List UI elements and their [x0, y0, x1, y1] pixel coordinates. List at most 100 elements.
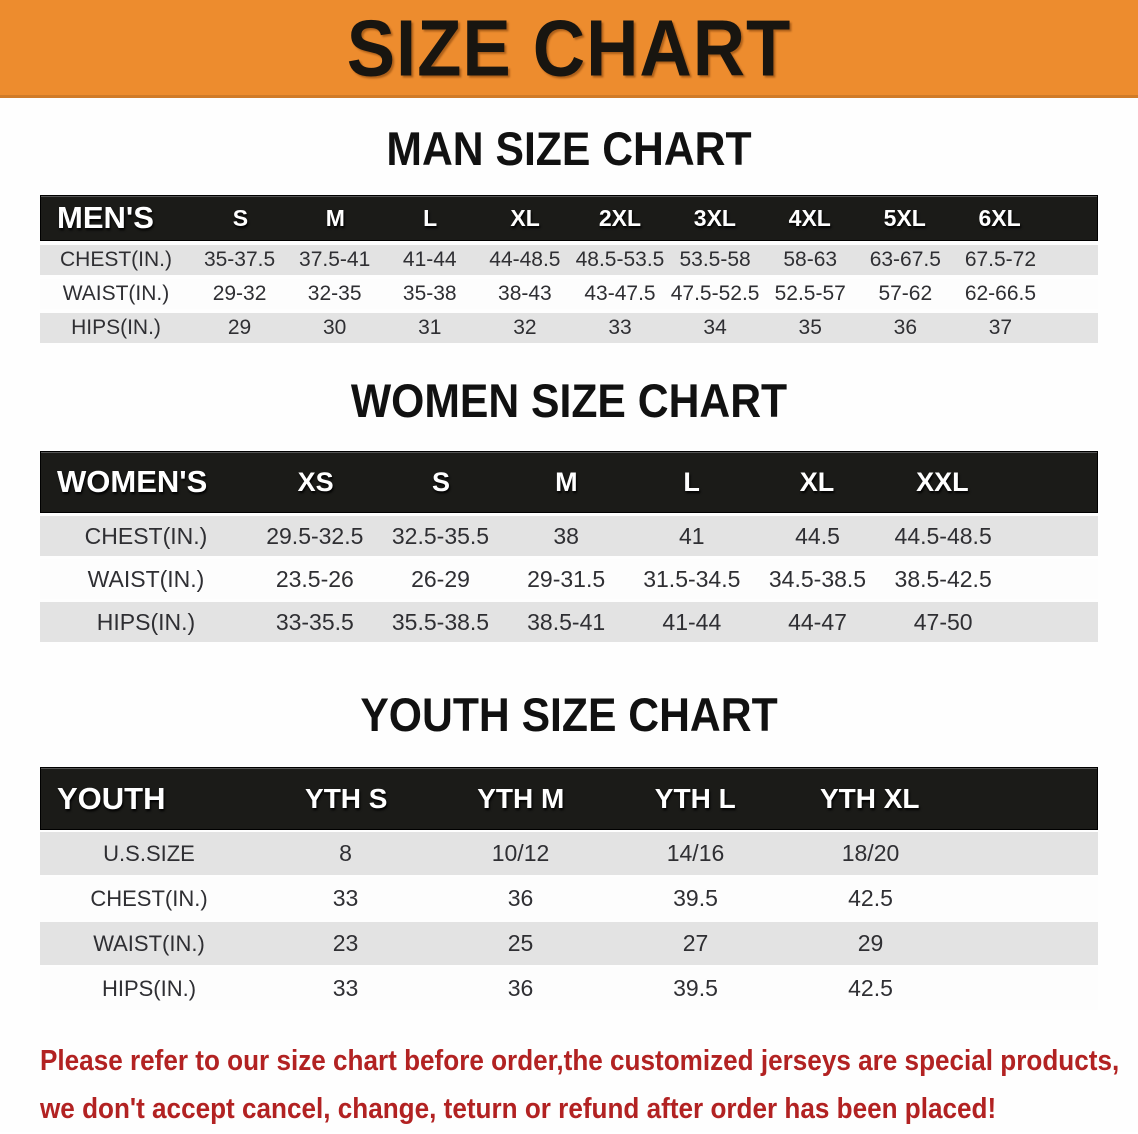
size-value-cell: 48.5-53.5 — [575, 248, 665, 271]
women-section-heading: WOMEN SIZE CHART — [350, 375, 788, 428]
size-column-header: YTH M — [477, 782, 565, 814]
disclaimer: Please refer to our size chart before or… — [40, 1038, 1138, 1134]
size-value-cell: 29-32 — [212, 282, 267, 305]
size-value-cell: 35-38 — [402, 282, 457, 305]
table-row: HIPS(IN.) 33-35.5 35.5-38.5 38.5-41 41-44 44-… — [40, 602, 1098, 642]
men-section-heading: MAN SIZE CHART — [386, 123, 752, 176]
youth-section-heading: YOUTH SIZE CHART — [360, 689, 778, 742]
size-value-cell: 53.5-58 — [679, 248, 751, 271]
size-column-header: 3XL — [693, 204, 736, 231]
section-men: MAN SIZE CHART MEN'S S M L XL 2XL 3XL 4XL 5XL 6XL… — [0, 123, 1138, 343]
women-size-table: WOMEN'S XS S M L XL XXL CHEST(IN.) 29.5-32.5 32.5… — [40, 451, 1098, 642]
measurement-row-label: U.S.SIZE — [103, 840, 195, 866]
size-value-cell: 35.5-38.5 — [391, 608, 490, 635]
table-row: CHEST(IN.) 35-37.5 37.5-41 41-44 44-48.5 48.5… — [40, 245, 1098, 275]
size-column-header: M — [325, 204, 345, 231]
size-value-cell: 31 — [418, 316, 442, 339]
table-header-row: YOUTH YTH S YTH M YTH L YTH XL — [40, 767, 1098, 830]
size-value-cell: 27 — [682, 930, 709, 956]
disclaimer-line-1: Please refer to our size chart before or… — [40, 1045, 1120, 1077]
size-value-cell: 38 — [553, 522, 579, 549]
table-group-label: MEN'S — [57, 200, 154, 235]
size-value-cell: 58-63 — [783, 248, 838, 271]
size-value-cell: 32 — [513, 316, 537, 339]
size-value-cell: 67.5-72 — [964, 248, 1037, 271]
size-value-cell: 44.5-48.5 — [894, 522, 992, 549]
measurement-row-label: HIPS(IN.) — [96, 608, 196, 635]
size-value-cell: 35-37.5 — [203, 248, 276, 271]
size-value-cell: 36 — [893, 316, 917, 339]
table-row: WAIST(IN.) 29-32 32-35 35-38 38-43 43-47.5 47.… — [40, 279, 1098, 309]
size-column-header: 2XL — [598, 204, 642, 231]
size-column-header: XXL — [916, 466, 969, 497]
size-column-header: YTH L — [654, 782, 736, 814]
size-column-header: XS — [297, 466, 334, 497]
size-value-cell: 14/16 — [666, 840, 725, 866]
size-value-cell: 63-67.5 — [869, 248, 941, 271]
size-column-header: XL — [510, 204, 540, 231]
youth-size-table: YOUTH YTH S YTH M YTH L YTH XL U.S.SIZE 8 10/12… — [40, 767, 1098, 1010]
size-value-cell: 36 — [507, 885, 534, 911]
size-value-cell: 32-35 — [307, 282, 362, 305]
size-value-cell: 38.5-42.5 — [894, 565, 992, 592]
section-youth: YOUTH SIZE CHART YOUTH YTH S YTH M YTH L YTH… — [0, 689, 1138, 1010]
size-value-cell: 23 — [332, 930, 359, 956]
measurement-row-label: CHEST(IN.) — [90, 885, 208, 911]
size-value-cell: 57-62 — [878, 282, 933, 305]
size-value-cell: 34 — [703, 316, 727, 339]
size-value-cell: 52.5-57 — [774, 282, 846, 305]
size-value-cell: 41-44 — [662, 608, 722, 635]
size-value-cell: 41-44 — [402, 248, 457, 271]
measurement-row-label: WAIST(IN.) — [93, 930, 205, 956]
size-column-header: 4XL — [788, 204, 831, 231]
measurement-row-label: CHEST(IN.) — [60, 248, 172, 271]
size-value-cell: 47-50 — [913, 608, 973, 635]
table-header-row: WOMEN'S XS S M L XL XXL — [40, 451, 1098, 513]
size-column-header: YTH S — [305, 782, 388, 814]
size-value-cell: 37 — [988, 316, 1013, 339]
table-group-label: YOUTH — [57, 780, 166, 816]
size-column-header: 5XL — [883, 204, 926, 231]
size-value-cell: 44-48.5 — [489, 248, 561, 271]
table-row: CHEST(IN.) 29.5-32.5 32.5-35.5 38 41 44.5 44.5… — [40, 516, 1098, 556]
size-value-cell: 30 — [322, 316, 347, 339]
size-value-cell: 34.5-38.5 — [768, 565, 867, 592]
size-value-cell: 33 — [332, 975, 359, 1001]
disclaimer-line-2: we don't accept cancel, change, teturn o… — [40, 1092, 997, 1125]
measurement-row-label: HIPS(IN.) — [101, 975, 197, 1001]
size-value-cell: 31.5-34.5 — [643, 565, 741, 592]
size-column-header: YTH XL — [819, 782, 920, 814]
size-value-cell: 36 — [507, 975, 534, 1001]
size-column-header: S — [232, 204, 249, 231]
size-column-header: L — [683, 466, 700, 497]
table-row: HIPS(IN.) 33 36 39.5 42.5 — [40, 967, 1098, 1010]
size-column-header: XL — [799, 466, 835, 497]
size-value-cell: 18/20 — [841, 840, 900, 866]
size-value-cell: 38.5-41 — [527, 608, 606, 635]
size-column-header: S — [431, 466, 450, 497]
size-value-cell: 32.5-35.5 — [391, 522, 490, 549]
size-value-cell: 29-31.5 — [527, 565, 606, 592]
size-column-header: 6XL — [978, 204, 1021, 231]
measurement-row-label: WAIST(IN.) — [62, 282, 170, 305]
table-group-label: WOMEN'S — [57, 464, 208, 499]
size-value-cell: 33-35.5 — [275, 608, 354, 635]
measurement-row-label: CHEST(IN.) — [84, 522, 208, 549]
banner-title: SIZE CHART — [346, 2, 792, 93]
size-value-cell: 26-29 — [411, 565, 470, 592]
size-value-cell: 41 — [679, 522, 705, 549]
banner: SIZE CHART — [0, 0, 1138, 98]
section-women: WOMEN SIZE CHART WOMEN'S XS S M L XL XXL CHEST(… — [0, 375, 1138, 642]
size-value-cell: 39.5 — [673, 885, 718, 911]
size-value-cell: 42.5 — [848, 975, 893, 1001]
size-column-header: L — [423, 204, 438, 231]
table-header-row: MEN'S S M L XL 2XL 3XL 4XL 5XL 6XL — [40, 195, 1098, 241]
size-value-cell: 10/12 — [491, 840, 550, 866]
measurement-row-label: HIPS(IN.) — [71, 316, 161, 339]
size-value-cell: 29 — [857, 930, 884, 956]
size-value-cell: 44.5 — [795, 522, 840, 549]
size-value-cell: 62-66.5 — [964, 282, 1037, 305]
size-value-cell: 38-43 — [498, 282, 552, 305]
size-value-cell: 23.5-26 — [275, 565, 354, 592]
